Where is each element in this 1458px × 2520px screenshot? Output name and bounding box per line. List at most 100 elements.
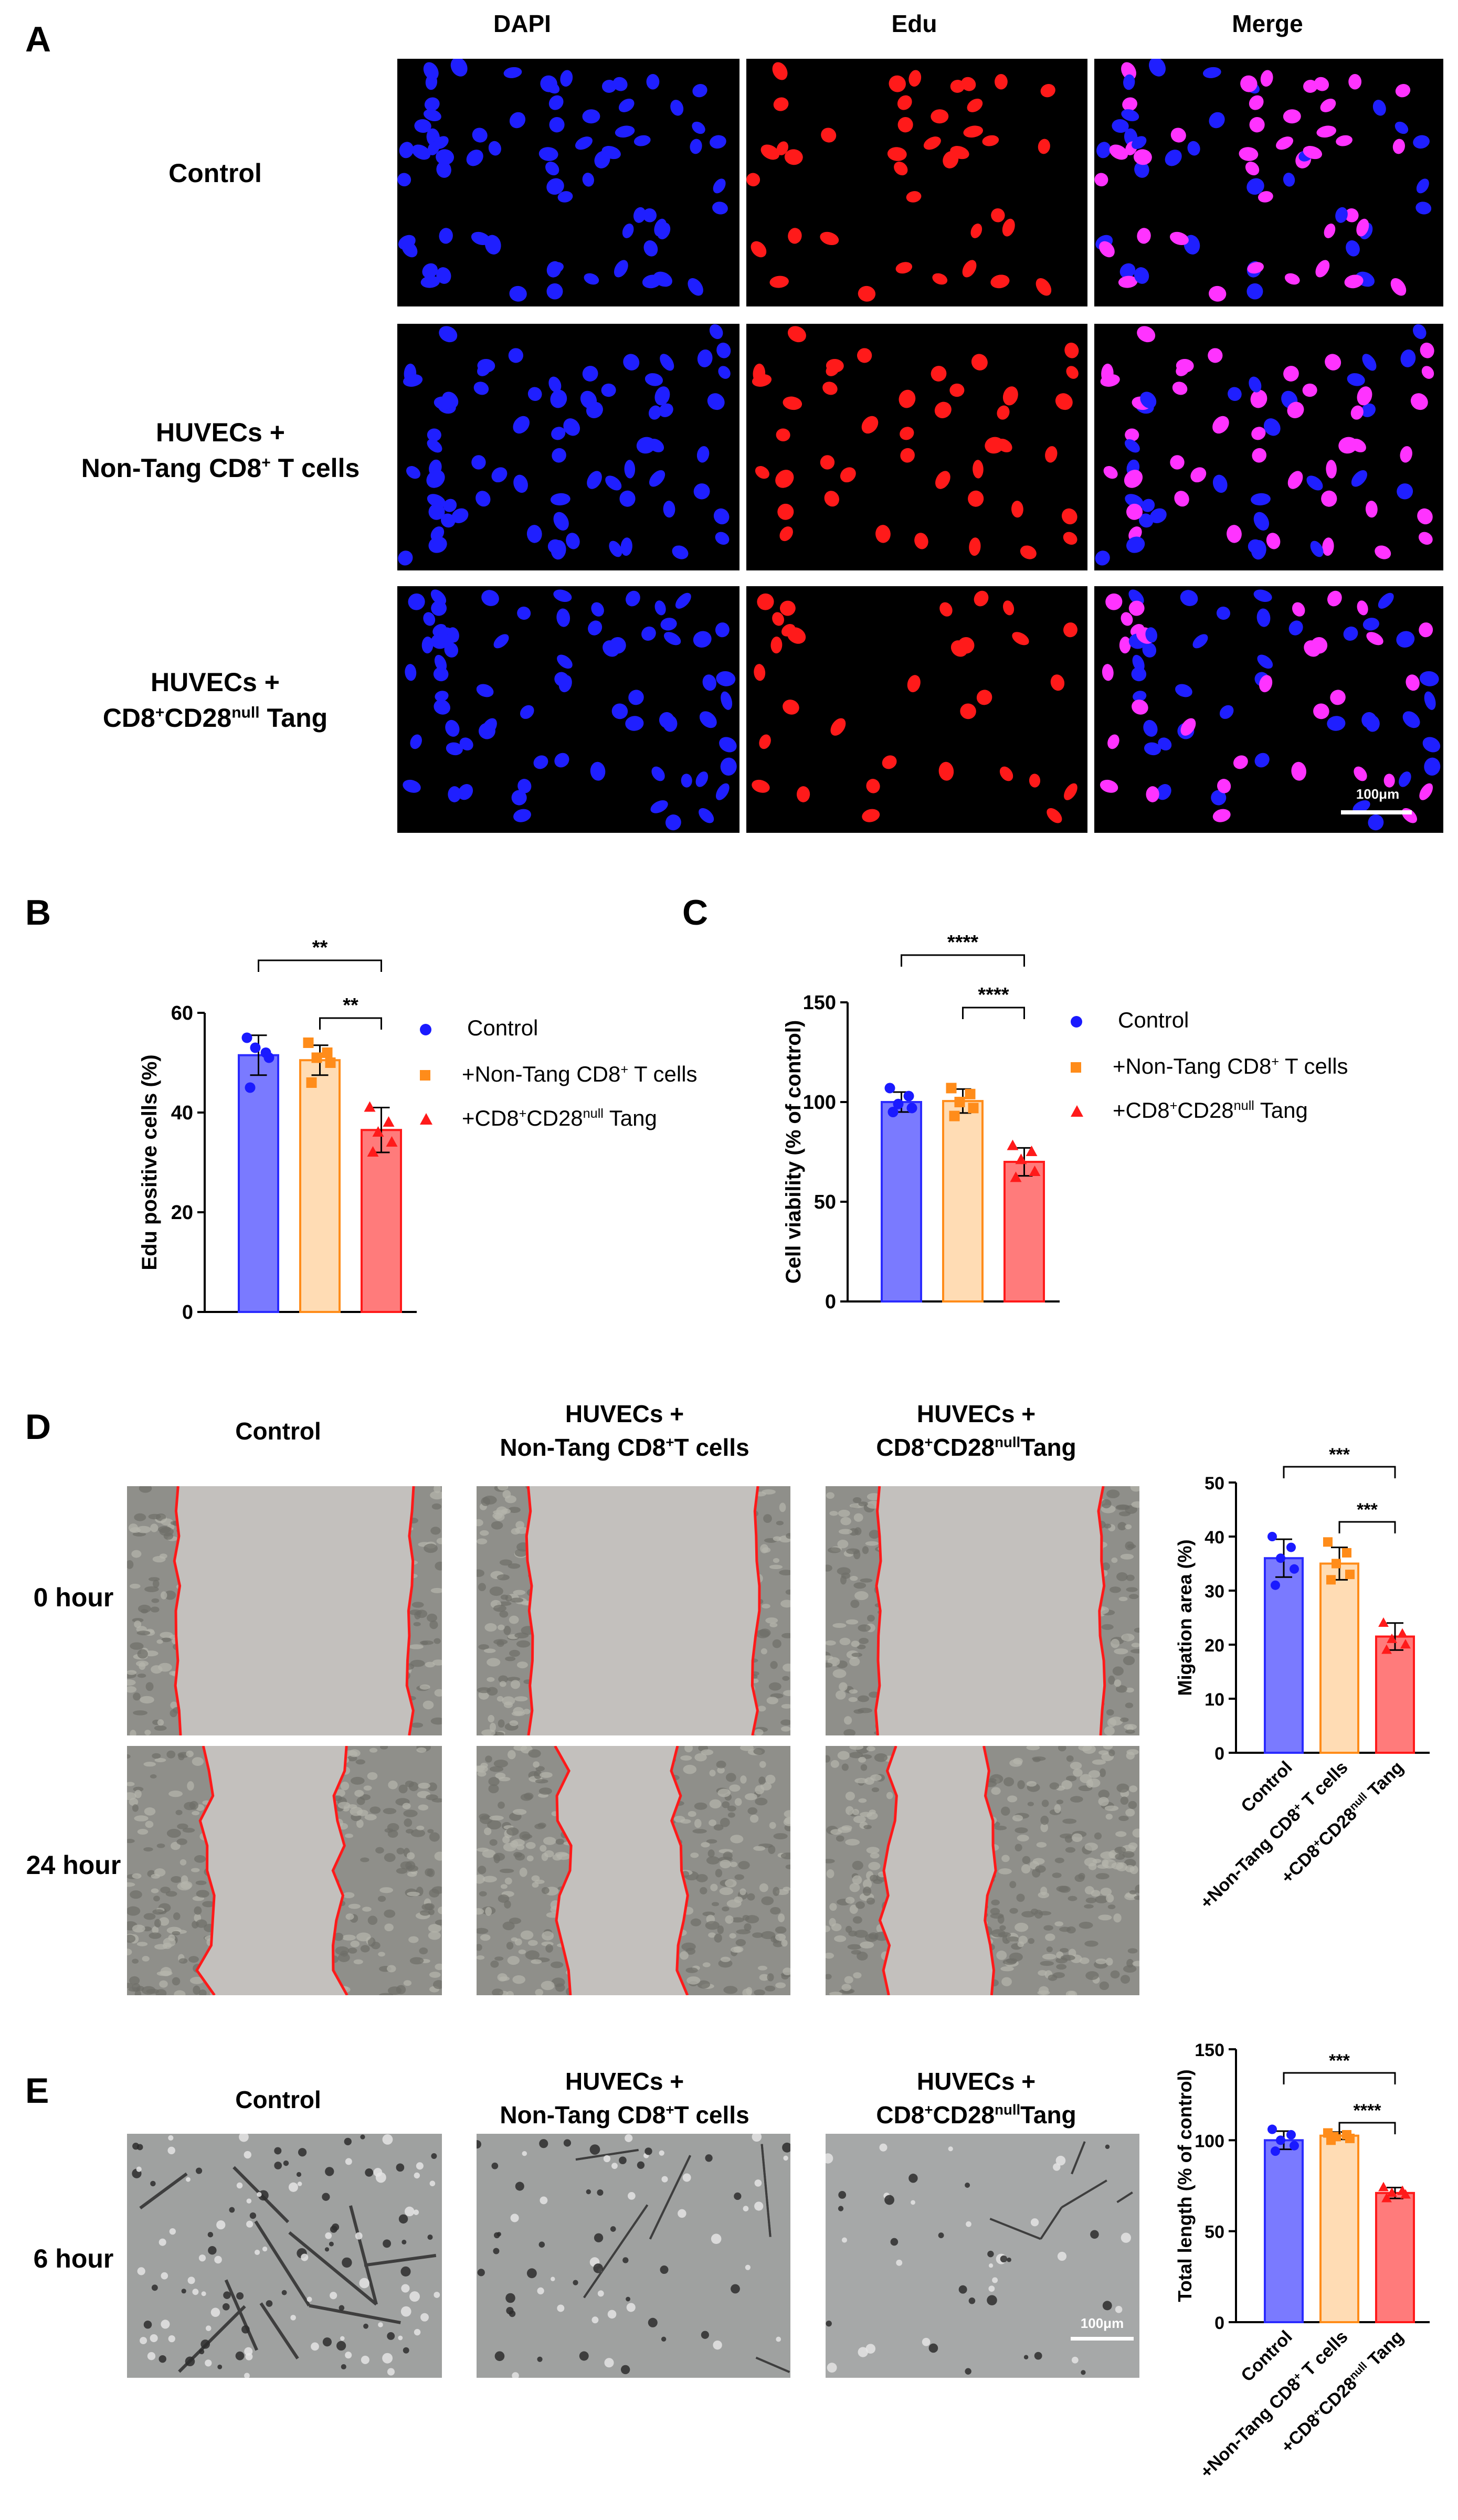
nucleus (1208, 348, 1223, 363)
nucleus (897, 95, 912, 110)
significance-bracket (319, 1017, 382, 1030)
nucleus (716, 671, 736, 686)
nucleus (1336, 135, 1353, 146)
nucleus (1228, 387, 1242, 401)
nucleus (421, 637, 434, 654)
nucleus (752, 374, 772, 387)
nucleus (894, 162, 908, 176)
nucleus (949, 383, 965, 397)
merge-image (1094, 324, 1443, 570)
nucleus (963, 125, 983, 138)
y-tick-label: 100 (1195, 2131, 1224, 2151)
data-point (1026, 1146, 1038, 1156)
bar (1319, 2134, 1359, 2324)
nucleus (520, 705, 534, 719)
nucleus (408, 593, 425, 610)
nucleus (716, 342, 731, 358)
nucleus (1128, 589, 1144, 605)
row-label-control: Control (168, 158, 262, 188)
data-point (949, 1110, 960, 1121)
dapi-image (397, 59, 739, 306)
nucleus (968, 490, 984, 507)
nucleus (776, 141, 789, 155)
nucleus (436, 267, 451, 284)
nucleus (424, 109, 441, 121)
nucleus (1253, 589, 1272, 602)
nucleus (1327, 716, 1346, 731)
nucleus (788, 228, 802, 244)
nucleus (969, 537, 981, 556)
nucleus (636, 437, 656, 454)
nucleus (688, 278, 703, 296)
data-point (1276, 1553, 1285, 1563)
nucleus (1362, 618, 1379, 631)
nucleus (950, 80, 965, 93)
y-tick-label: 50 (1205, 2222, 1224, 2242)
nucleus (560, 70, 573, 87)
nucleus (503, 67, 522, 78)
nucleus (428, 536, 447, 553)
y-tick-label: 150 (1195, 2040, 1224, 2060)
nucleus (1284, 273, 1300, 285)
nucleus (840, 467, 856, 483)
legend-b: Control +Non-Tang CD8+ T cells +CD8+CD28… (420, 1015, 745, 1131)
nucleus (508, 348, 523, 363)
nucleus (1357, 600, 1368, 616)
nucleus (1410, 393, 1428, 410)
nucleus (622, 223, 634, 238)
data-point (245, 1082, 256, 1093)
nucleus (547, 262, 564, 274)
nucleus (1288, 620, 1303, 636)
nucleus (1366, 632, 1383, 645)
nucleus (1124, 439, 1140, 453)
nucleus (649, 470, 665, 487)
bar (1264, 1557, 1304, 1754)
nucleus (1003, 600, 1015, 616)
significance-label: **** (947, 931, 978, 954)
nucleus (1029, 774, 1041, 788)
nucleus (697, 349, 713, 367)
nucleus (1400, 446, 1412, 463)
nucleus (659, 403, 673, 417)
nucleus (601, 146, 621, 160)
nucleus (563, 418, 580, 436)
nucleus (1038, 139, 1050, 154)
nucleus (826, 358, 844, 373)
nucleus (1266, 533, 1281, 549)
nucleus (1375, 545, 1391, 559)
nucleus (982, 135, 999, 146)
nucleus (446, 742, 463, 756)
data-point (1007, 1139, 1019, 1150)
row-label-tang: HUVECs + CD8+CD28null Tang (102, 668, 328, 733)
data-point (1378, 1617, 1389, 1627)
nucleus (751, 241, 767, 258)
nucleus (444, 642, 459, 658)
nucleus (410, 734, 422, 749)
nucleus (1192, 634, 1208, 649)
nucleus (900, 448, 915, 463)
nucleus (427, 428, 441, 442)
nucleus (590, 761, 606, 781)
nucleus (1424, 757, 1441, 776)
nucleus (614, 260, 628, 278)
nucleus (434, 700, 450, 715)
nucleus (1036, 278, 1052, 296)
nucleus (675, 592, 691, 609)
e-scale-bar-line (1071, 2337, 1134, 2341)
nucleus (1012, 632, 1029, 645)
y-tick-label: 10 (1205, 1690, 1224, 1710)
edu-image (746, 324, 1087, 570)
nucleus (1125, 494, 1144, 508)
nucleus (1105, 593, 1123, 610)
significance-label: *** (1329, 2051, 1350, 2071)
nucleus (699, 711, 717, 728)
nucleus (895, 262, 913, 274)
nucleus (513, 474, 528, 493)
panel-d-letter: D (25, 1407, 51, 1447)
data-point (1010, 1171, 1022, 1182)
data-point (1400, 2189, 1411, 2199)
nucleus (553, 589, 572, 602)
nucleus (783, 700, 799, 715)
nucleus (897, 117, 913, 133)
nucleus (907, 675, 921, 693)
